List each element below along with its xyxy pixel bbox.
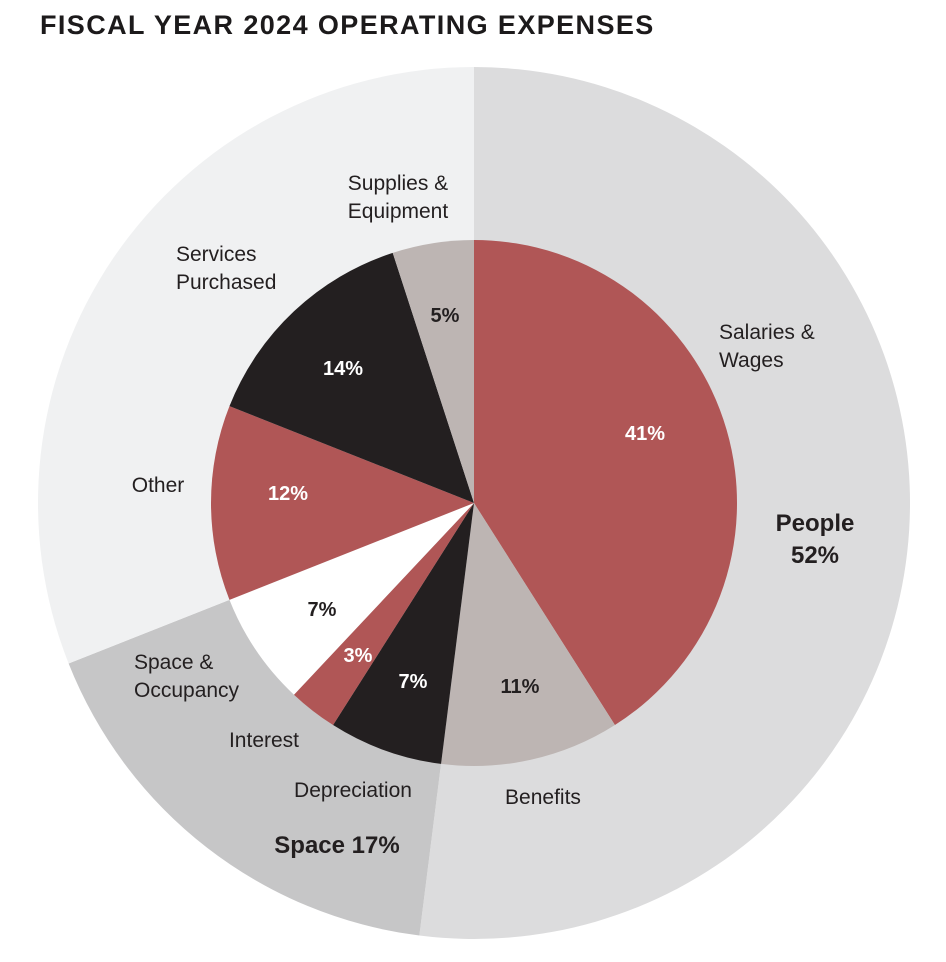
category-label-benefits-line: Benefits [505, 786, 581, 809]
value-label-other: 12% [268, 483, 308, 505]
value-label-salaries-and-wages: 41% [625, 423, 665, 445]
pie-slice-depreciation [333, 503, 474, 764]
group-label-people-line: 52% [791, 542, 839, 569]
category-label-salaries-and-wages-line: Wages [719, 349, 784, 372]
category-label-supplies-and-equipment-line: Equipment [348, 200, 449, 223]
pie-slice-other [210, 406, 474, 600]
category-label-other-line: Other [132, 474, 185, 497]
value-label-supplies-and-equipment: 5% [431, 305, 460, 327]
group-labels: People 52% Space 17% [274, 510, 854, 859]
category-label-benefits: Benefits [505, 786, 581, 809]
value-label-benefits: 11% [501, 676, 540, 698]
category-labels: Salaries & Wages Benefits Depreciation Inter… [132, 172, 815, 809]
pie-slice-services-purchased [229, 252, 474, 503]
category-label-space-and-occupancy-line: Occupancy [134, 679, 240, 702]
value-labels: 41% 11% 7% 3% 7% 12% 14% 5% [268, 305, 665, 698]
value-label-depreciation: 7% [399, 671, 428, 693]
category-label-depreciation: Depreciation [294, 779, 412, 802]
category-label-supplies-and-equipment-line: Supplies & [348, 172, 448, 195]
inner-pie [210, 240, 738, 767]
category-label-other: Other [132, 474, 185, 497]
pie-slice-benefits [441, 503, 615, 767]
category-label-space-and-occupancy-line: Space & [134, 651, 213, 674]
value-label-services-purchased: 14% [323, 358, 363, 380]
pie-slice-supplies-and-equipment [392, 240, 474, 503]
pie-slice-space-and-occupancy [229, 503, 474, 695]
chart-title: FISCAL YEAR 2024 OPERATING EXPENSES [40, 10, 655, 40]
pie-slice-interest [293, 503, 474, 726]
group-label-space: Space 17% [274, 832, 399, 859]
group-label-people: People 52% [776, 510, 855, 569]
group-label-people-line: People [776, 510, 855, 537]
value-label-space-and-occupancy: 7% [308, 599, 337, 621]
category-label-services-purchased-line: Services [176, 243, 257, 266]
category-label-space-and-occupancy: Space & Occupancy [134, 651, 240, 702]
value-label-interest: 3% [344, 645, 373, 667]
pie-slice-salaries-and-wages [474, 240, 738, 726]
group-label-space-line: Space 17% [274, 832, 399, 859]
category-label-interest-line: Interest [229, 729, 299, 752]
category-label-interest: Interest [229, 729, 299, 752]
category-label-services-purchased: Services Purchased [176, 243, 276, 294]
category-label-depreciation-line: Depreciation [294, 779, 412, 802]
category-label-services-purchased-line: Purchased [176, 271, 276, 294]
category-label-supplies-and-equipment: Supplies & Equipment [348, 172, 449, 223]
category-label-salaries-and-wages: Salaries & Wages [719, 321, 815, 372]
category-label-salaries-and-wages-line: Salaries & [719, 321, 815, 344]
